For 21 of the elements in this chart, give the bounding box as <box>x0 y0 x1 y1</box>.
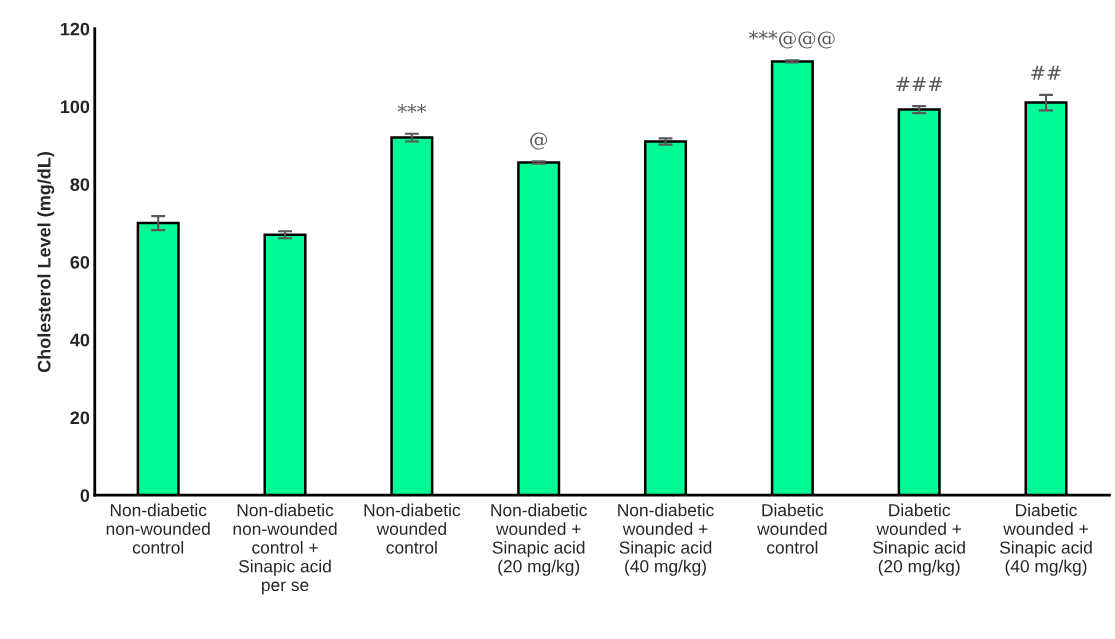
x-tick-label: Diabetic wounded control <box>757 503 827 554</box>
x-tick-label: Diabetic wounded + Sinapic acid (20 mg/kg) <box>873 503 965 576</box>
x-tick-label: Non-diabetic non-wounded control + Sinapic acid per se <box>233 503 337 595</box>
x-tick-label: Non-diabetic wounded + Sinapic acid (40 mg/kg) <box>618 503 714 576</box>
x-tick-label: Diabetic wounded + Sinapic acid (40 mg/kg) <box>999 503 1092 576</box>
x-tick-label: Non-diabetic wounded control <box>364 503 461 554</box>
annotation: ### <box>896 77 943 91</box>
y-tick-label: 0 <box>80 489 90 502</box>
annotation: *** <box>397 104 427 113</box>
annotation: ***@@@ <box>748 30 835 49</box>
x-tick-label: Non-diabetic wounded + Sinapic acid (20 mg/kg) <box>491 503 587 576</box>
y-tick-label: 100 <box>60 100 90 114</box>
x-tick-label: Non-diabetic non-wounded control <box>106 503 210 554</box>
y-tick-label: 80 <box>70 178 90 191</box>
y-tick-label: 40 <box>70 333 90 347</box>
annotation: @ <box>530 132 548 150</box>
y-tick-label: 120 <box>60 22 90 36</box>
y-tick-label: 60 <box>70 255 90 269</box>
y-tick-label: 20 <box>70 411 90 425</box>
y-axis-title: Cholesterol Level (mg/dL) <box>37 152 55 373</box>
annotation: ## <box>1031 65 1061 80</box>
